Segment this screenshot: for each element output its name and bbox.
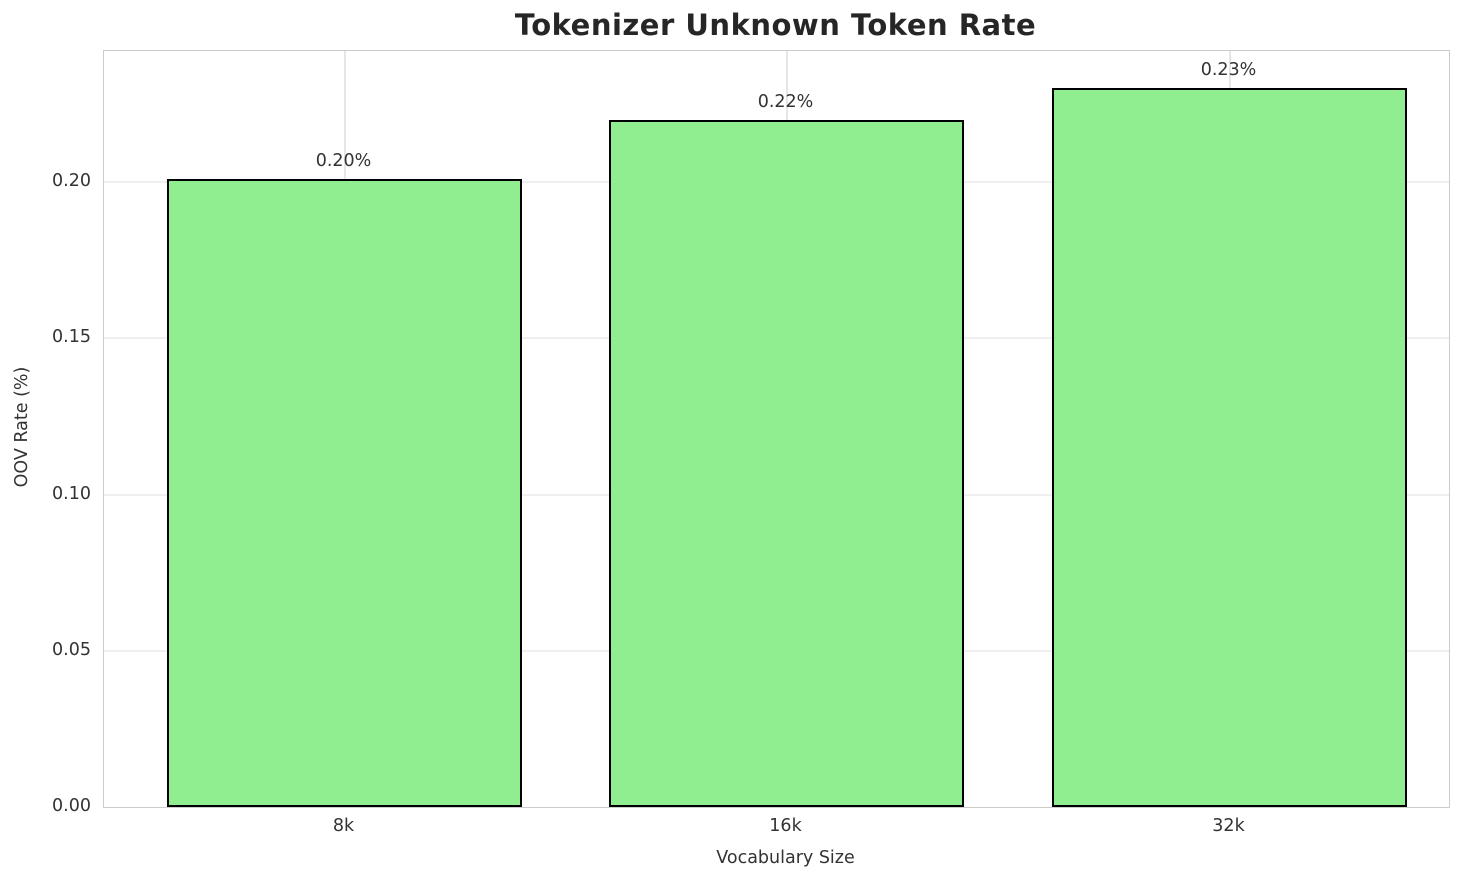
plot-area [103, 50, 1450, 808]
chart-title: Tokenizer Unknown Token Rate [514, 8, 1037, 42]
bar-value-label: 0.20% [315, 151, 372, 172]
bar-32k [1052, 88, 1407, 807]
bar-value-label: 0.22% [757, 91, 814, 112]
y-tick-label: 0.20 [52, 171, 91, 192]
y-tick-label: 0.00 [52, 796, 91, 816]
x-tick-label-16k: 16k [769, 816, 802, 836]
x-axis-label: Vocabulary Size [716, 848, 855, 868]
x-tick-label-8k: 8k [332, 816, 355, 836]
bar-value-label: 0.23% [1200, 60, 1257, 81]
y-axis-label: OOV Rate (%) [12, 366, 32, 488]
y-tick-label: 0.05 [52, 639, 91, 660]
y-tick-label: 0.10 [52, 483, 91, 504]
y-tick-label: 0.15 [52, 327, 91, 348]
x-tick-label-32k: 32k [1212, 816, 1245, 836]
bar-16k [609, 119, 964, 807]
bar-8k [167, 179, 522, 807]
